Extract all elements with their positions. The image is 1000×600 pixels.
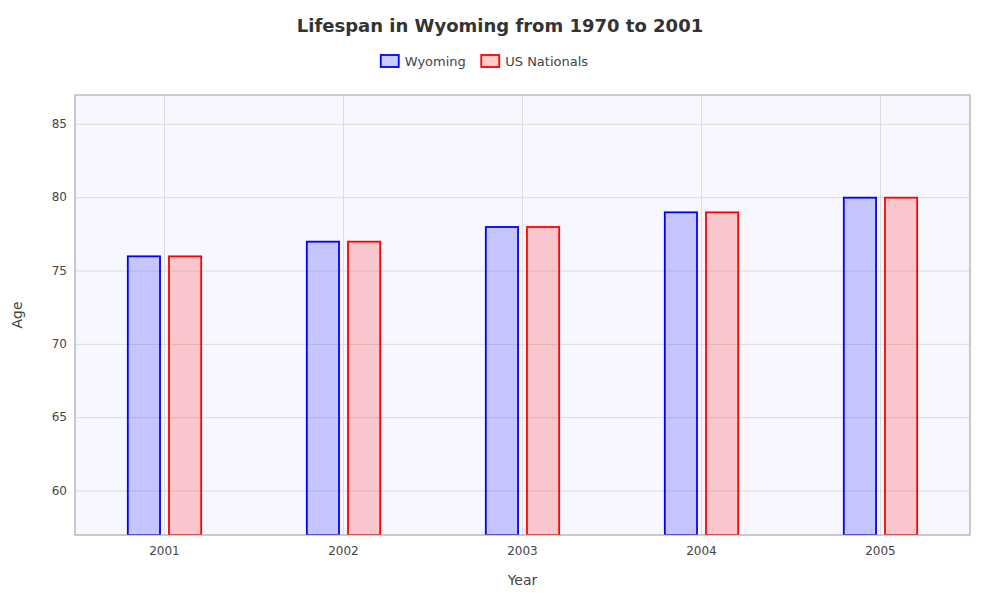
title: Lifespan in Wyoming from 1970 to 2001 [297,15,703,36]
bar [486,227,518,535]
bar [706,212,738,535]
chart: 60 65 70 75 80 85 2001 2002 2003 2004 2005 Year Age L… [0,0,1000,600]
legend-label: Wyoming [405,54,466,69]
y-tick-label: 65 [52,410,67,424]
legend-swatch [381,55,399,67]
y-tick-label: 75 [52,264,67,278]
grid [75,95,970,535]
legend: Wyoming US Nationals [381,54,589,69]
plot-background [75,95,970,535]
x-grid-line [164,95,165,535]
x-tick-label: 2003 [507,544,538,558]
bar [128,256,160,535]
x-grid-line [701,95,702,535]
x-axis-label: Year [507,572,538,588]
bar [665,212,697,535]
x-grid-line [880,95,881,535]
y-tick-label: 60 [52,484,67,498]
x-tick-label: 2004 [686,544,717,558]
bar [885,198,917,535]
x-tick-label: 2002 [328,544,359,558]
x-grid-line [522,95,523,535]
x-tick-label: 2005 [865,544,896,558]
plot-frame [75,95,970,535]
x-grid-line [343,95,344,535]
bar [348,242,380,535]
y-tick-label: 70 [52,337,67,351]
legend-label: US Nationals [505,54,588,69]
y-tick-label: 80 [52,190,67,204]
bar [169,256,201,535]
bar [527,227,559,535]
bars [128,198,917,535]
bar [844,198,876,535]
y-tick-label: 85 [52,117,67,131]
bar [307,242,339,535]
legend-swatch [481,55,499,67]
y-axis-label: Age [9,301,25,328]
x-tick-label: 2001 [149,544,180,558]
